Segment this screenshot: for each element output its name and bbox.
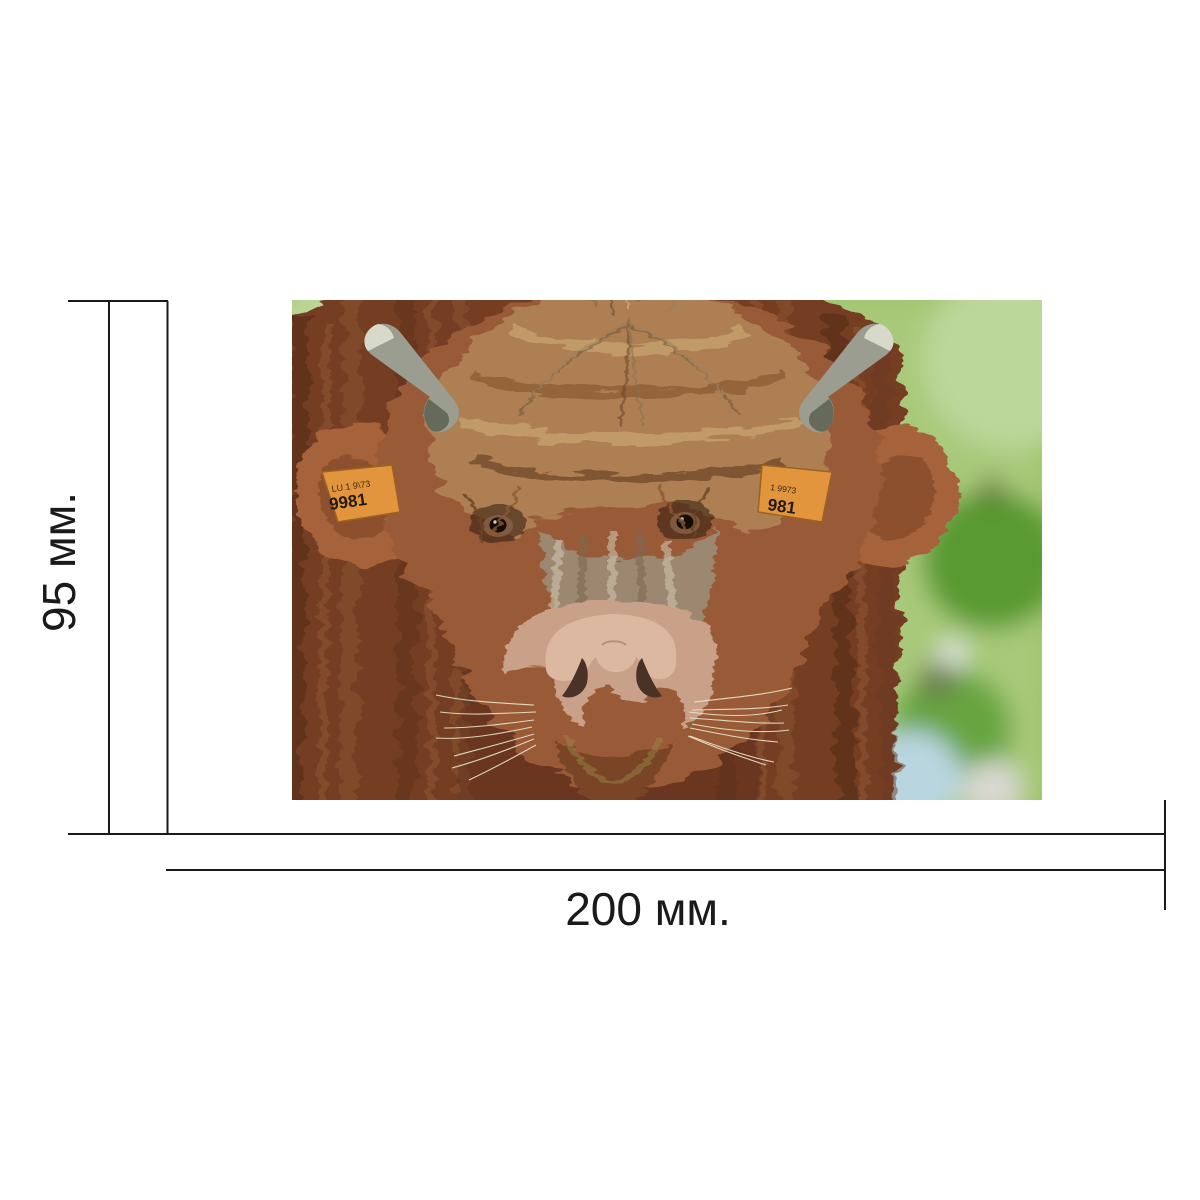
svg-text:95 мм.: 95 мм.: [33, 492, 85, 632]
svg-text:200 мм.: 200 мм.: [565, 883, 731, 935]
